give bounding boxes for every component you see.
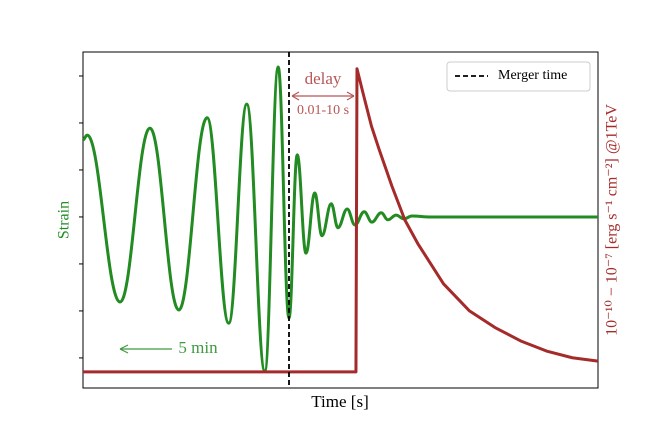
legend-box <box>446 61 591 92</box>
x-axis-label: Time [s] <box>311 392 368 411</box>
series-line <box>82 65 598 373</box>
y-axis-label: Strain <box>56 201 73 239</box>
series-line <box>83 67 599 374</box>
annotation: 0.01-10 s <box>297 103 349 118</box>
delay-arrow-heads <box>291 91 355 101</box>
y2-axis-label: 10⁻¹⁰ − 10⁻⁷ [erg s⁻¹ cm⁻²] @1TeV <box>604 104 621 336</box>
legend-label: Merger time <box>498 68 567 83</box>
annotation: 5 min <box>178 338 218 357</box>
time-arrow <box>119 344 172 354</box>
delay-arrow <box>291 91 355 101</box>
legend: Merger time <box>446 61 591 92</box>
annotation: delay <box>305 69 342 88</box>
plot-frame <box>82 51 599 389</box>
time-arrow-head <box>119 344 129 354</box>
